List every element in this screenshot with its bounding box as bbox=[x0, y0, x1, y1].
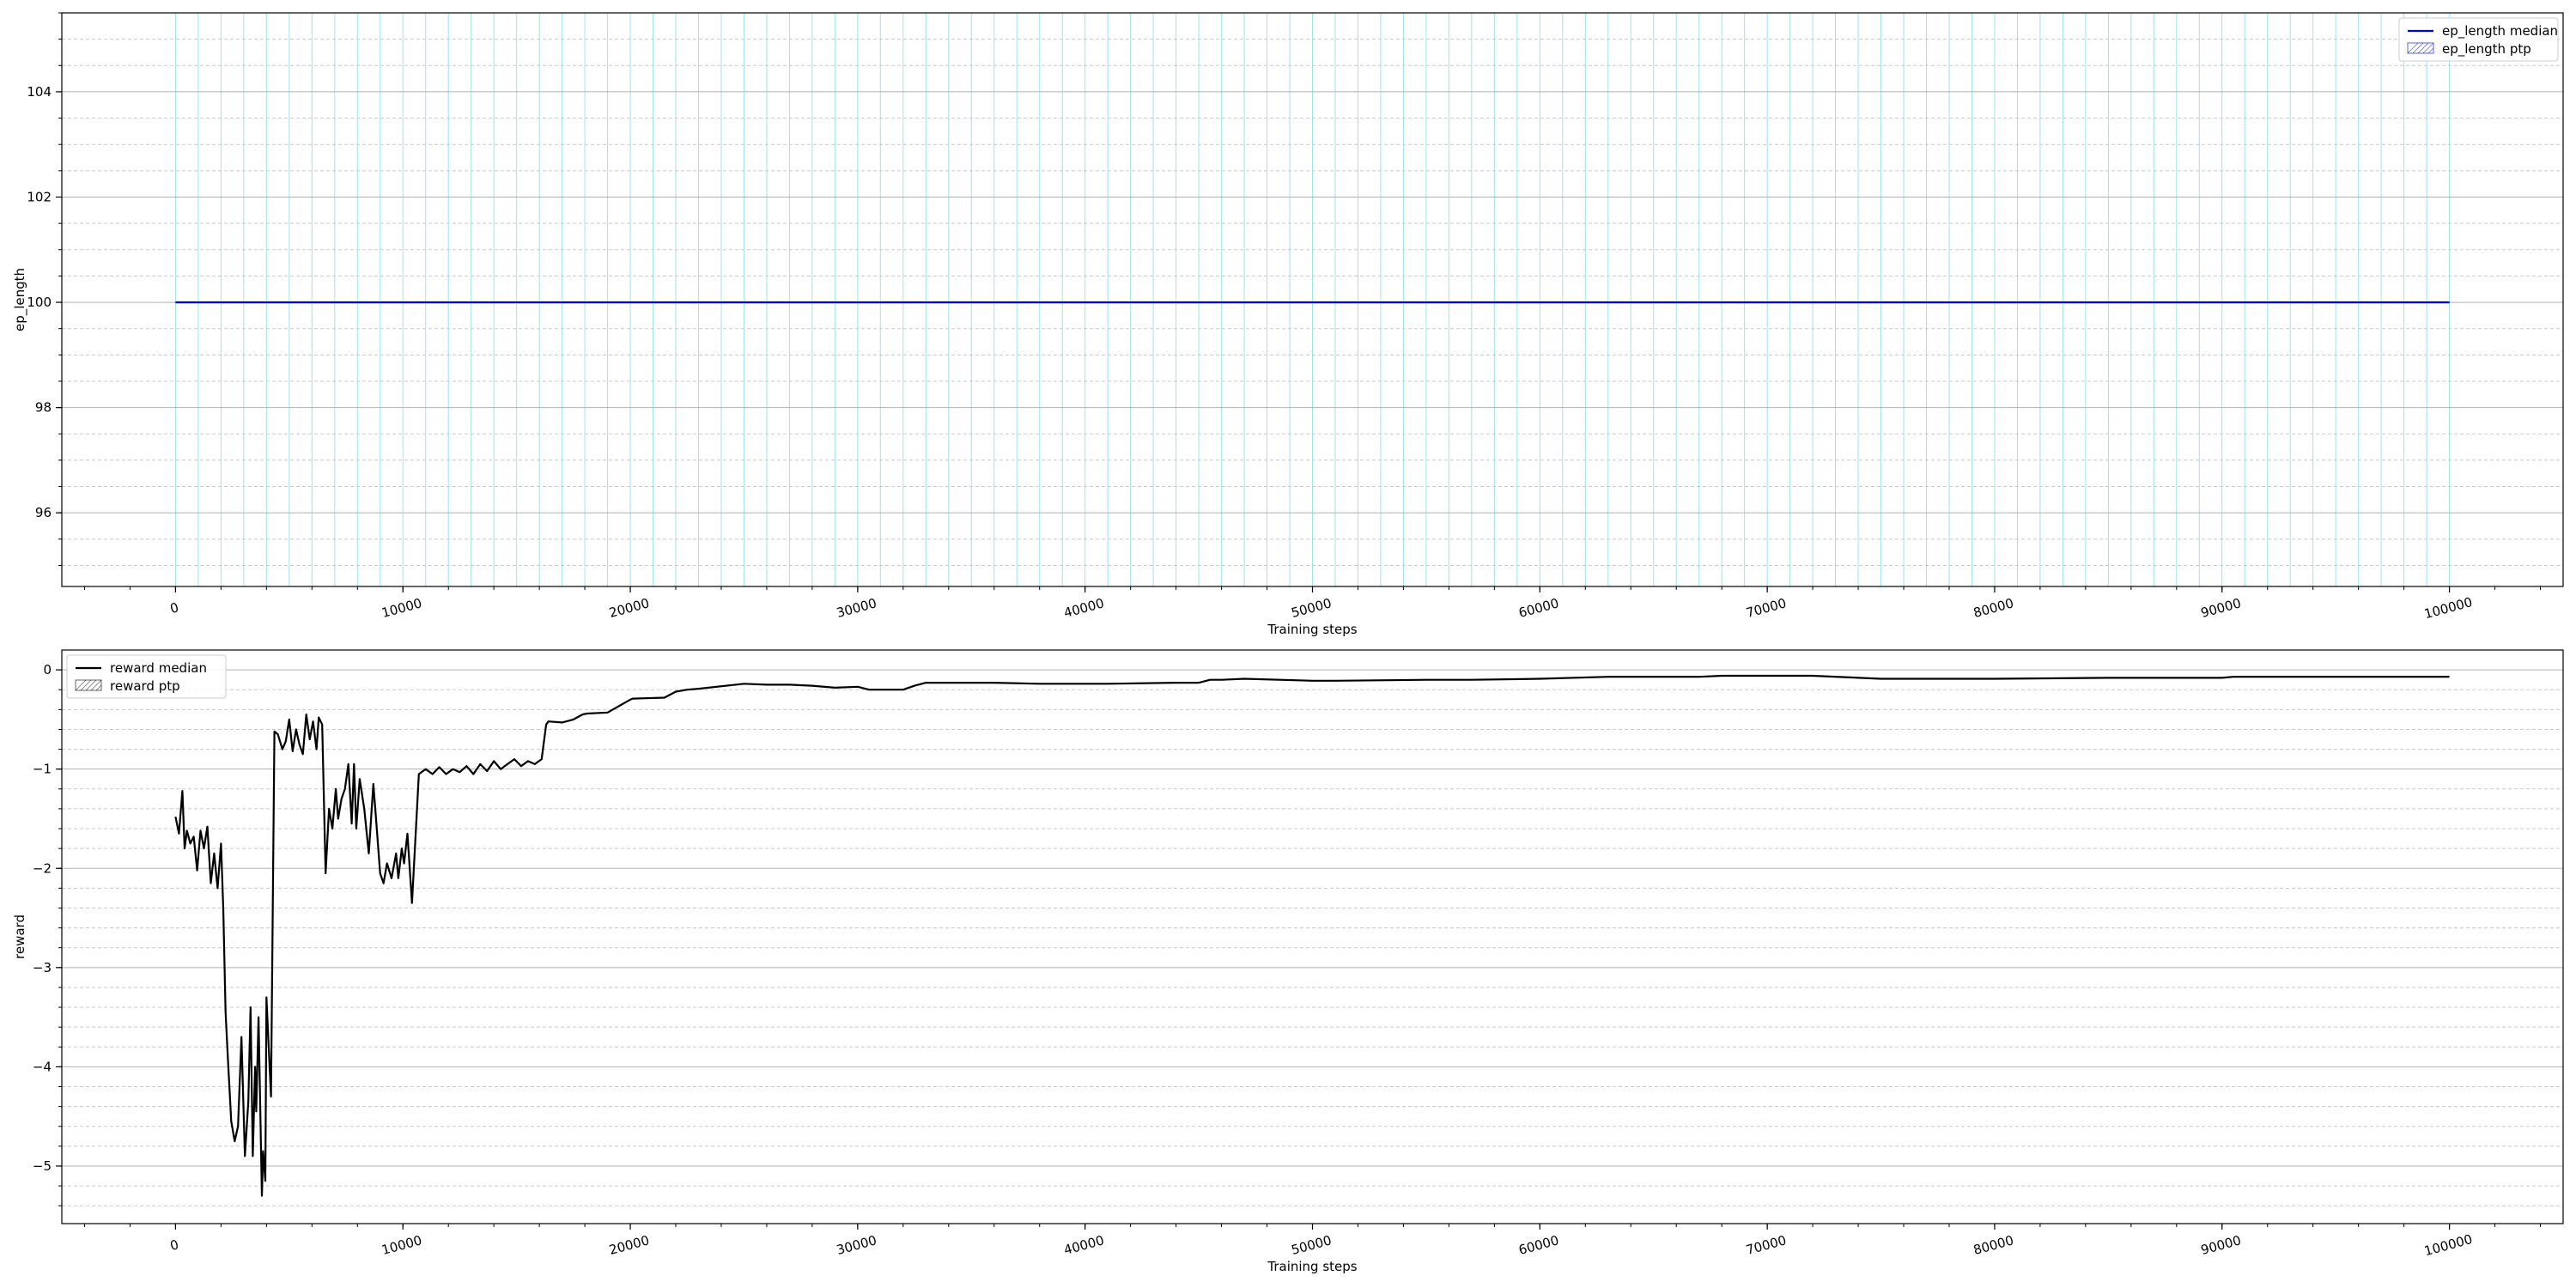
x-tick-label: 60000 bbox=[1517, 1232, 1561, 1258]
hatch-line bbox=[2412, 42, 2424, 54]
legend-label: reward ptp bbox=[110, 678, 180, 694]
legend-hatch-swatch bbox=[2407, 42, 2434, 54]
series-line bbox=[174, 674, 2450, 1197]
ep-length-plot: 0 10000 20000 30000 40000 50000 60000 70000 8000… bbox=[12, 12, 2564, 637]
legend-label: reward median bbox=[110, 660, 207, 676]
hatch-line bbox=[2407, 42, 2419, 54]
x-tick-label: 40000 bbox=[1062, 1232, 1106, 1258]
y-tick-label: 96 bbox=[35, 505, 52, 520]
legend-hatch-swatch bbox=[75, 679, 102, 691]
legend: ep_length median ep_length ptp bbox=[2398, 17, 2559, 62]
x-axis-label: Training steps bbox=[1267, 1259, 1357, 1274]
legend: reward median reward ptp bbox=[66, 654, 227, 699]
x-tick-label: 0 bbox=[168, 1236, 180, 1254]
axes-frame bbox=[61, 649, 2564, 1224]
x-tick-label: 50000 bbox=[1290, 595, 1334, 621]
legend-box bbox=[2398, 17, 2559, 62]
hatch-line bbox=[2427, 47, 2434, 54]
x-tick-label: 50000 bbox=[1290, 1232, 1334, 1258]
y-tick-label: −2 bbox=[33, 860, 52, 876]
hatch-line bbox=[95, 684, 102, 691]
x-tick-label: 30000 bbox=[835, 1232, 878, 1258]
y-tick-label: 0 bbox=[43, 662, 52, 677]
x-tick-label: 80000 bbox=[1971, 1232, 2015, 1258]
x-tick-label: 90000 bbox=[2199, 595, 2243, 621]
hatch-line bbox=[2422, 42, 2434, 54]
y-tick-label: 100 bbox=[27, 295, 52, 310]
y-tick-label: 104 bbox=[27, 84, 52, 100]
grid bbox=[62, 12, 2563, 586]
x-tick-label: 20000 bbox=[607, 1232, 651, 1258]
legend-label: ep_length median bbox=[2442, 23, 2558, 39]
y-tick-label: 98 bbox=[35, 400, 52, 416]
hatch-line bbox=[75, 679, 87, 691]
hatch-line bbox=[85, 679, 97, 691]
x-tick-label: 100000 bbox=[2422, 594, 2474, 622]
y-axis-label: ep_length bbox=[12, 268, 28, 331]
x-tick-label: 30000 bbox=[835, 595, 878, 621]
x-tick-label: 0 bbox=[168, 599, 180, 617]
hatch-line bbox=[90, 679, 102, 691]
x-tick-label: 20000 bbox=[607, 595, 651, 621]
legend-box bbox=[66, 654, 227, 699]
y-tick-label: −4 bbox=[33, 1059, 52, 1074]
x-tick-label: 40000 bbox=[1062, 595, 1106, 621]
grid bbox=[62, 669, 2563, 1206]
x-tick-label: 10000 bbox=[380, 1232, 424, 1258]
x-tick-label: 90000 bbox=[2199, 1232, 2243, 1258]
x-axis-label: Training steps bbox=[1267, 622, 1357, 637]
hatch-line bbox=[2417, 42, 2429, 54]
x-tick-label: 70000 bbox=[1744, 595, 1788, 621]
y-tick-label: −1 bbox=[33, 762, 52, 777]
hatch-line bbox=[80, 679, 92, 691]
x-tick-label: 10000 bbox=[380, 595, 424, 621]
x-tick-label: 80000 bbox=[1971, 595, 2015, 621]
x-tick-label: 60000 bbox=[1517, 595, 1561, 621]
x-tick-label: 100000 bbox=[2422, 1231, 2474, 1259]
y-axis-label: reward bbox=[12, 914, 27, 959]
y-tick-label: −3 bbox=[33, 960, 52, 975]
y-tick-label: 102 bbox=[27, 189, 52, 204]
y-tick-label: −5 bbox=[33, 1158, 52, 1174]
x-tick-label: 70000 bbox=[1744, 1232, 1788, 1258]
legend-label: ep_length ptp bbox=[2442, 41, 2531, 58]
reward-plot: 0 10000 20000 30000 40000 50000 60000 70000 8000… bbox=[12, 649, 2564, 1274]
